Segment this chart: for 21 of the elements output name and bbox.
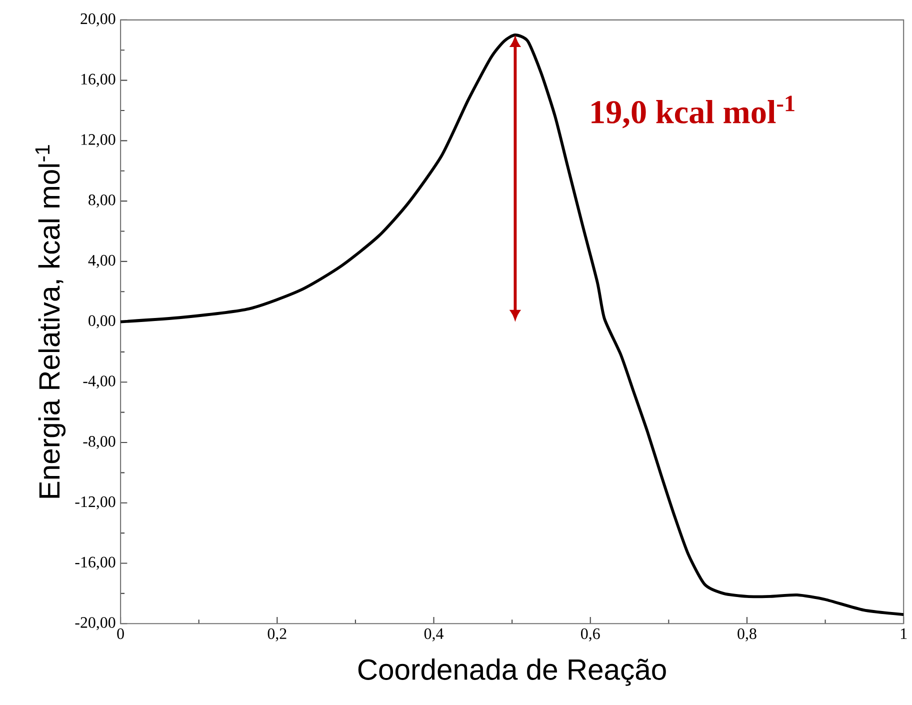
x-tick-label: 0,6	[581, 628, 600, 642]
x-tick-label: 0,2	[268, 628, 286, 642]
y-tick-label: 0,00	[88, 315, 116, 328]
x-tick-label: 0	[117, 628, 124, 639]
y-tick-label: 20,00	[80, 13, 116, 26]
y-tick-label: 16,00	[81, 74, 116, 87]
y-tick-label: 12,00	[81, 134, 116, 148]
y-tick-label: -20,00	[75, 616, 116, 630]
y-tick-label: -4,00	[83, 375, 116, 389]
y-tick-label: -8,00	[83, 436, 116, 449]
x-axis-title: Coordenada de Reação	[358, 658, 666, 686]
line-series	[120, 33, 904, 616]
y-tick-label: -16,00	[75, 556, 116, 570]
y-axis-title: Energia Relativa, kcal mol$^{-1}$	[35, 144, 66, 498]
annotation: 19,0 kcal mol$^{-1}$	[592, 96, 794, 128]
x-tick-label: 1	[900, 628, 907, 639]
y-tick-label: 4,00	[88, 254, 116, 268]
y-tick-label: 8,00	[88, 194, 116, 208]
y-tick-label: -12,00	[75, 496, 116, 510]
x-tick-label: 0,8	[738, 628, 756, 642]
x-tick-label: 0,4	[424, 628, 444, 642]
